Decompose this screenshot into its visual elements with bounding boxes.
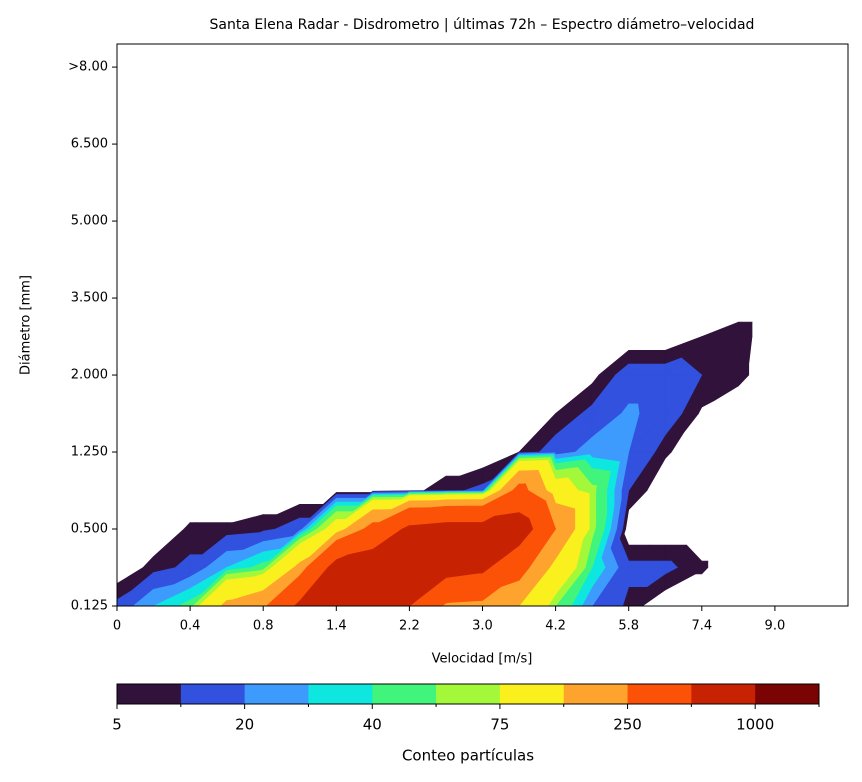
contour-fill <box>189 554 203 568</box>
contour-fill <box>628 490 648 511</box>
x-tick-label: 0 <box>113 619 121 634</box>
contour-fill <box>628 363 640 376</box>
x-axis-label: Velocidad [m/s] <box>432 652 533 667</box>
contour-fill <box>262 561 270 568</box>
x-tick-label: 3.0 <box>472 619 493 634</box>
x-tick-label: 4.2 <box>545 619 566 634</box>
contour-fill <box>409 525 414 530</box>
x-tick-label: 2.2 <box>399 619 420 634</box>
contour-fill <box>189 522 197 530</box>
contour-fill <box>738 374 750 387</box>
contour-fill <box>189 592 203 607</box>
contour-fill <box>701 321 739 337</box>
contour-fill <box>409 507 430 530</box>
contour-fill <box>664 451 672 459</box>
contour-fill <box>183 522 191 530</box>
contour-fill <box>142 556 154 568</box>
colorbar-tick-label: 1000 <box>736 716 774 734</box>
y-tick-label: 2.000 <box>71 368 108 383</box>
contour-fill <box>591 468 611 491</box>
x-tick-label: 5.8 <box>618 619 639 634</box>
contour-fill <box>555 477 569 491</box>
contour-fill <box>518 470 539 491</box>
contour-fill <box>336 554 349 568</box>
y-tick-label: 1.250 <box>71 445 108 460</box>
colorbar-segment <box>755 684 820 704</box>
colorbar-segment <box>691 684 756 704</box>
colorbar-segment <box>627 684 692 704</box>
colorbar-segment <box>436 684 501 704</box>
colorbar-segment <box>117 684 182 704</box>
x-tick-label: 0.4 <box>180 619 201 634</box>
contour-fill <box>591 484 598 491</box>
y-tick-label: 0.125 <box>71 599 108 614</box>
y-axis-label: Diámetro [mm] <box>19 275 34 375</box>
contour-fill <box>226 514 264 530</box>
contour-fill <box>628 544 651 568</box>
contour-fill <box>628 403 639 414</box>
contour-fill <box>445 522 453 530</box>
contour-fill <box>262 514 278 530</box>
contour-fill <box>423 475 447 491</box>
contour-fill <box>628 560 636 568</box>
contour-fill <box>153 584 175 607</box>
colorbar-segment <box>563 684 629 704</box>
colorbar-tick-label: 250 <box>613 716 642 734</box>
contour-fill <box>445 475 460 491</box>
contour-fill <box>482 515 495 530</box>
contour-fill <box>664 336 703 376</box>
colorbar-tick-label: 5 <box>112 716 122 734</box>
colorbar-label: Conteo partículas <box>402 747 534 765</box>
contour-fill <box>664 560 672 568</box>
chart-title: Santa Elena Radar - Disdrometro | última… <box>210 17 755 33</box>
colorbar-tick-label: 40 <box>363 716 382 734</box>
contour-fill <box>336 519 346 530</box>
x-tick-label: 0.8 <box>253 619 274 634</box>
x-tick-label: 9.0 <box>765 619 786 634</box>
contour-fill <box>664 544 687 568</box>
contour-fill <box>482 479 494 491</box>
colorbar-segment <box>372 684 437 704</box>
contour-fill <box>226 549 244 568</box>
contour-fill <box>591 490 597 530</box>
contour-fill <box>226 599 233 607</box>
contour-fill <box>299 556 311 568</box>
x-tick-label: 7.4 <box>691 619 712 634</box>
contour-fill <box>226 576 255 607</box>
y-tick-label: 5.000 <box>71 214 108 229</box>
y-tick-label: 6.500 <box>71 137 108 152</box>
colorbar-segment <box>308 684 373 704</box>
contour-fill <box>518 512 530 530</box>
contour-fill <box>738 321 753 337</box>
contour-fill <box>628 350 653 376</box>
colorbar-frame <box>116 683 820 705</box>
colorbar-segment <box>180 684 246 704</box>
contour-fill <box>372 509 392 530</box>
colorbar-tick-label: 20 <box>235 716 254 734</box>
colorbar-tick-label: 75 <box>490 716 509 734</box>
y-tick-label: >8.00 <box>68 60 108 75</box>
contour-fill <box>518 483 526 491</box>
colorbar-segment <box>244 684 309 704</box>
contour-fill <box>555 383 593 414</box>
contour-fill <box>372 522 380 530</box>
contour-fill <box>226 522 234 530</box>
y-tick-label: 3.500 <box>71 291 108 306</box>
contour-fill <box>701 567 709 575</box>
x-tick-label: 1.4 <box>326 619 347 634</box>
contour-fill <box>555 503 576 530</box>
contour-fill <box>664 357 682 376</box>
colorbar-segment <box>499 684 565 704</box>
contour-fill <box>701 560 709 568</box>
contour-fill <box>701 374 739 408</box>
contour-fill <box>299 517 311 530</box>
y-tick-label: 0.500 <box>71 522 108 537</box>
